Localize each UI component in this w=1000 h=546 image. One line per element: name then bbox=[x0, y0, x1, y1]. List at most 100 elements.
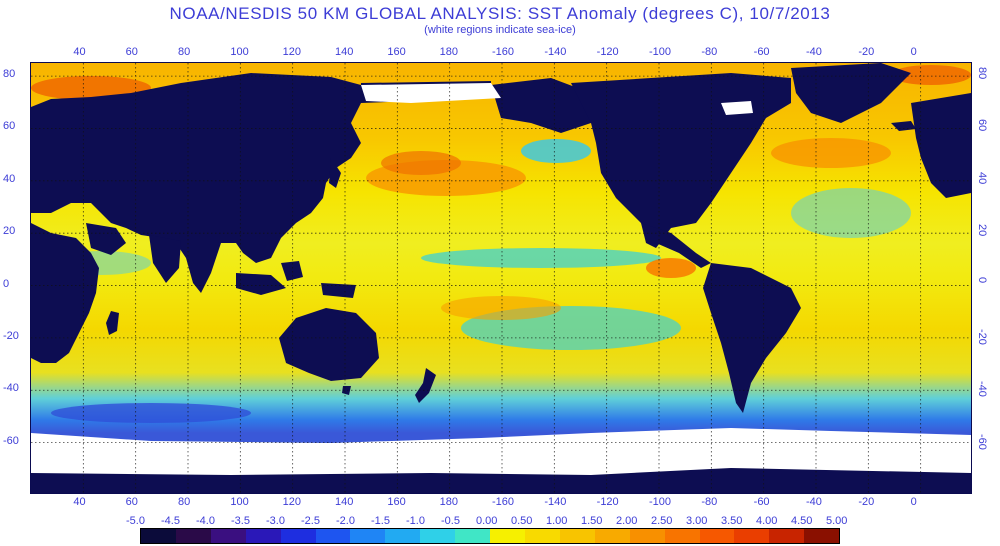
longitude-tick-label: -40 bbox=[806, 46, 822, 58]
longitude-tick-label: -140 bbox=[544, 46, 567, 58]
longitude-tick-label: 0 bbox=[910, 496, 917, 508]
colorbar-tick-label: -3.0 bbox=[266, 515, 285, 527]
longitude-tick-label: -100 bbox=[649, 496, 672, 508]
barents-warm-anomaly bbox=[891, 65, 971, 85]
colorbar-tick-label: 1.00 bbox=[546, 515, 568, 527]
colorbar-tick-label: 3.00 bbox=[686, 515, 708, 527]
colorbar-tick-label: 0.50 bbox=[511, 515, 533, 527]
latitude-tick-label: -20 bbox=[3, 329, 19, 342]
longitude-tick-label: 180 bbox=[439, 496, 459, 508]
colorbar-swatch bbox=[315, 529, 351, 543]
colorbar-swatch bbox=[734, 529, 770, 543]
latitude-tick-label: 20 bbox=[3, 225, 16, 238]
latitude-tick-label: 40 bbox=[976, 171, 988, 185]
indonesia bbox=[236, 273, 286, 295]
latitude-tick-label: 0 bbox=[3, 277, 10, 290]
europe-west bbox=[911, 93, 971, 198]
colorbar-swatch bbox=[350, 529, 386, 543]
new-zealand bbox=[415, 368, 436, 403]
colorbar-tick-label: -5.0 bbox=[126, 515, 145, 527]
longitude-tick-label: -140 bbox=[544, 496, 567, 508]
arctic-sea-ice bbox=[361, 83, 501, 103]
longitude-tick-label: -160 bbox=[492, 46, 515, 58]
longitude-tick-label: 0 bbox=[910, 46, 917, 58]
central-atlantic-cool-anomaly bbox=[791, 188, 911, 238]
colorbar bbox=[140, 528, 840, 544]
longitude-tick-label: -20 bbox=[858, 496, 875, 508]
longitude-tick-label: 40 bbox=[73, 496, 86, 508]
central-america bbox=[641, 223, 711, 268]
longitude-tick-label: -40 bbox=[806, 496, 822, 508]
colorbar-swatch bbox=[524, 529, 560, 543]
map-title: NOAA/NESDIS 50 KM GLOBAL ANALYSIS: SST A… bbox=[169, 4, 831, 23]
colorbar-tick-label: -3.5 bbox=[231, 515, 250, 527]
greenland bbox=[791, 63, 911, 123]
graticule bbox=[31, 63, 971, 493]
colorbar-tick-label: 2.50 bbox=[651, 515, 673, 527]
longitude-tick-label: 180 bbox=[439, 46, 459, 58]
south-pacific-warm-anomaly bbox=[441, 296, 561, 320]
latitude-tick-label: 0 bbox=[976, 276, 988, 283]
tasmania bbox=[342, 386, 351, 395]
africa bbox=[31, 223, 99, 363]
longitude-tick-label: -120 bbox=[596, 46, 619, 58]
colorbar-swatch bbox=[455, 529, 491, 543]
colorbar-tick-label: -4.5 bbox=[161, 515, 180, 527]
colorbar-swatch bbox=[420, 529, 456, 543]
australia bbox=[279, 308, 379, 381]
colorbar-tick-label: -0.5 bbox=[441, 515, 460, 527]
colorbar-swatch bbox=[490, 529, 525, 543]
colorbar-tick-label: 4.00 bbox=[756, 515, 778, 527]
longitude-tick-label: 60 bbox=[125, 496, 138, 508]
anomaly-patches bbox=[31, 65, 971, 423]
map-subtitle: (white regions indicate sea-ice) bbox=[424, 24, 576, 36]
indian-subcontinent bbox=[149, 235, 181, 283]
longitude-tick-label: 40 bbox=[73, 46, 86, 58]
colorbar-tick-label: 0.00 bbox=[476, 515, 498, 527]
longitude-tick-label: 160 bbox=[387, 496, 406, 508]
colorbar-swatch bbox=[629, 529, 665, 543]
latitude-tick-label: 60 bbox=[976, 119, 988, 132]
sst-anomaly-map bbox=[30, 62, 972, 494]
madagascar bbox=[106, 311, 119, 335]
colorbar-tick-label: -2.0 bbox=[336, 515, 355, 527]
latitude-tick-label: 80 bbox=[976, 67, 988, 80]
colorbar-swatch bbox=[175, 529, 211, 543]
new-guinea bbox=[321, 283, 356, 298]
longitude-tick-label: -60 bbox=[753, 496, 770, 508]
colorbar-tick-label: -4.0 bbox=[196, 515, 215, 527]
longitude-tick-label: -100 bbox=[649, 46, 672, 58]
latitude-tick-label: -60 bbox=[976, 433, 988, 450]
land-masses bbox=[31, 63, 971, 413]
longitude-tick-label: 80 bbox=[178, 496, 191, 508]
longitude-tick-label: -60 bbox=[753, 46, 770, 58]
longitude-tick-label: 80 bbox=[178, 46, 191, 58]
gulf-of-alaska-cool-anomaly bbox=[521, 139, 591, 163]
longitude-tick-label: 120 bbox=[282, 496, 302, 508]
colorbar-swatch bbox=[245, 529, 281, 543]
colorbar-tick-label: 3.50 bbox=[721, 515, 743, 527]
longitude-tick-label: -160 bbox=[492, 496, 515, 508]
north-atlantic-warm-anomaly bbox=[771, 138, 891, 168]
colorbar-swatch bbox=[594, 529, 630, 543]
longitude-tick-label: -120 bbox=[596, 496, 619, 508]
longitude-tick-label: 60 bbox=[125, 46, 138, 58]
latitude-tick-label: 80 bbox=[3, 68, 16, 81]
north-pacific-hot-core bbox=[381, 151, 461, 175]
latitude-tick-label: -60 bbox=[3, 434, 19, 447]
longitude-tick-label: 160 bbox=[387, 46, 406, 58]
hudson-ice bbox=[721, 101, 753, 115]
iceland bbox=[891, 121, 916, 131]
colorbar-swatch bbox=[699, 529, 735, 543]
colorbar-tick-label: 2.00 bbox=[616, 515, 638, 527]
colorbar-tick-label: 4.50 bbox=[791, 515, 813, 527]
colorbar-swatch bbox=[210, 529, 246, 543]
longitude-tick-label: 120 bbox=[282, 46, 302, 58]
latitude-tick-label: 20 bbox=[976, 224, 988, 237]
colorbar-swatch bbox=[804, 529, 840, 543]
borneo bbox=[281, 261, 303, 281]
colorbar-swatch bbox=[385, 529, 421, 543]
longitude-tick-label: -20 bbox=[858, 46, 875, 58]
antarctica-land bbox=[31, 468, 971, 493]
colorbar-swatch bbox=[141, 529, 176, 543]
